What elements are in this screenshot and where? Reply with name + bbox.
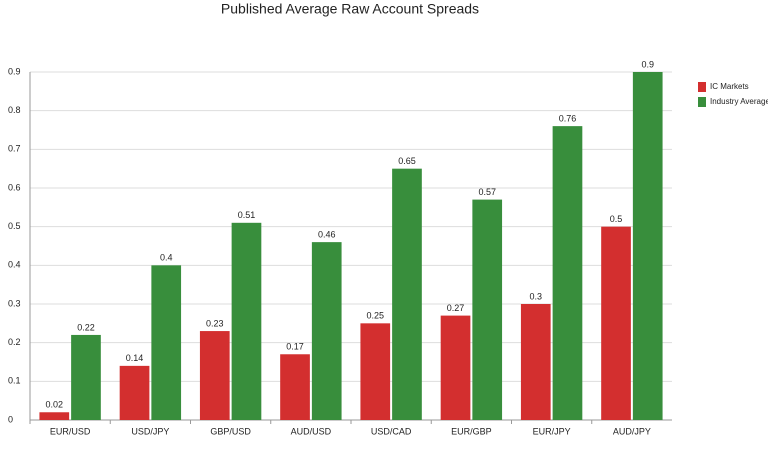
bar[interactable]: [71, 334, 101, 420]
bar[interactable]: [520, 304, 551, 420]
value-label: 0.65: [398, 156, 416, 166]
bar[interactable]: [632, 72, 663, 420]
bar[interactable]: [231, 222, 262, 420]
bar[interactable]: [472, 199, 503, 420]
value-label: 0.14: [126, 353, 144, 363]
chart-title: Published Average Raw Account Spreads: [221, 1, 479, 17]
y-tick-label: 0.9: [8, 66, 21, 76]
bar[interactable]: [601, 226, 631, 420]
y-tick-label: 0: [8, 414, 13, 424]
y-tick-label: 0.4: [8, 260, 21, 270]
value-label: 0.02: [46, 400, 64, 410]
y-tick-label: 0.6: [8, 182, 21, 192]
bar[interactable]: [119, 365, 150, 420]
value-label: 0.22: [77, 322, 95, 332]
x-tick-label: EUR/JPY: [533, 426, 571, 436]
bar[interactable]: [280, 354, 310, 420]
x-tick-label: EUR/USD: [50, 426, 91, 436]
x-tick-label: GBP/USD: [210, 426, 251, 436]
value-label: 0.51: [238, 210, 256, 220]
y-tick-label: 0.7: [8, 144, 21, 154]
value-label: 0.4: [160, 253, 173, 263]
value-label: 0.23: [206, 318, 224, 328]
value-label: 0.57: [478, 187, 496, 197]
bar[interactable]: [552, 126, 583, 420]
bar[interactable]: [360, 323, 391, 420]
y-tick-label: 0.2: [8, 337, 21, 347]
value-label: 0.27: [447, 303, 465, 313]
value-label: 0.5: [610, 214, 623, 224]
legend-label[interactable]: Industry Average: [710, 97, 768, 106]
y-tick-label: 0.8: [8, 105, 21, 115]
x-tick-label: USD/CAD: [371, 426, 412, 436]
legend-swatch[interactable]: [698, 97, 706, 107]
x-tick-label: AUD/JPY: [613, 426, 651, 436]
value-label: 0.3: [530, 291, 543, 301]
x-tick-label: EUR/GBP: [451, 426, 492, 436]
value-label: 0.17: [286, 342, 304, 352]
x-tick-label: AUD/USD: [291, 426, 332, 436]
value-label: 0.25: [367, 311, 385, 321]
y-tick-label: 0.3: [8, 298, 21, 308]
bar[interactable]: [151, 265, 182, 420]
value-label: 0.76: [559, 114, 577, 124]
legend-swatch[interactable]: [698, 82, 706, 92]
legend-label[interactable]: IC Markets: [710, 82, 749, 91]
y-tick-label: 0.1: [8, 376, 21, 386]
y-tick-label: 0.5: [8, 221, 21, 231]
bar[interactable]: [39, 412, 70, 420]
value-label: 0.9: [641, 59, 654, 69]
bar[interactable]: [199, 331, 230, 420]
bar[interactable]: [392, 168, 422, 420]
x-tick-label: USD/JPY: [131, 426, 169, 436]
bar[interactable]: [440, 315, 471, 420]
value-label: 0.46: [318, 230, 336, 240]
bar[interactable]: [311, 242, 342, 420]
